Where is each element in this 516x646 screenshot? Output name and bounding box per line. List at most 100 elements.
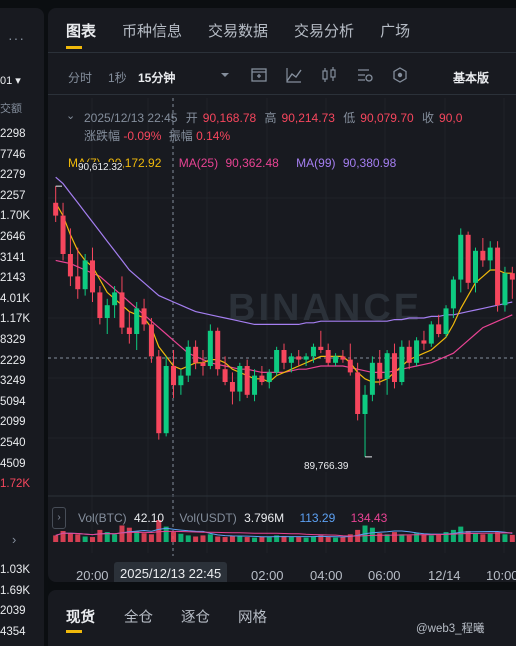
tab-coin-info[interactable]: 币种信息	[122, 23, 183, 40]
more-vertical-icon[interactable]: ⋮	[510, 66, 516, 83]
volume-bar	[509, 534, 515, 542]
order-book-value: 2039	[0, 605, 26, 618]
volume-bar	[303, 537, 309, 542]
more-horizontal-icon[interactable]: ···	[8, 30, 25, 46]
tab-chart[interactable]: 图表	[66, 20, 96, 50]
candle-down	[509, 273, 515, 280]
collapse-caret-icon[interactable]: ⌄	[66, 110, 76, 122]
magic-indicator-icon[interactable]	[356, 66, 374, 84]
tab-cross-margin[interactable]: 全仓	[124, 610, 153, 626]
volume-bar	[90, 537, 96, 542]
volume-bar	[156, 520, 162, 542]
interval-15m-button[interactable]: 15分钟	[138, 71, 176, 85]
candle-up	[384, 353, 390, 379]
order-book-value: 4354	[0, 625, 26, 638]
candle-down	[200, 362, 206, 366]
volume-bar	[222, 537, 228, 542]
candle-down	[340, 356, 346, 360]
order-book-value: 5094	[0, 395, 26, 408]
volume-bar	[178, 533, 184, 542]
time-tick: 12/14	[428, 568, 461, 582]
order-book-value: 3141	[0, 251, 26, 264]
volume-bar	[281, 535, 287, 542]
tab-trading-analysis[interactable]: 交易分析	[294, 23, 355, 40]
indicator-add-icon[interactable]	[250, 66, 268, 84]
vol-usdt-label: Vol(USDT)	[179, 511, 237, 525]
volume-bar	[495, 532, 501, 542]
settings-hex-icon[interactable]	[391, 66, 409, 84]
volume-bar	[215, 536, 221, 542]
order-book-strip: ··· 01 ▾ 交额 2298 7746 2279 2257 1.70K 2646 314…	[0, 8, 44, 646]
ohlc-readout: 2025/12/13 22:45 开 90,168.78 高 90,214.73 低…	[84, 109, 467, 126]
vol-ma2-value: 134.43	[350, 511, 388, 525]
low-price-marker: 89,766.39	[304, 461, 349, 472]
volume-bar	[384, 534, 390, 542]
dropdown-caret-icon[interactable]	[216, 66, 234, 84]
candle-down	[347, 359, 353, 373]
order-book-value: 1.69K	[0, 584, 31, 597]
interval-time-button[interactable]: 分时	[68, 71, 93, 85]
ma25-value: 90,362.48	[225, 156, 279, 170]
candle-up	[458, 234, 464, 280]
tab-isolated-margin[interactable]: 逐仓	[181, 610, 210, 626]
ma7-line	[55, 202, 513, 383]
volume-bar	[428, 535, 434, 542]
candle-down	[229, 382, 235, 392]
volume-bar	[207, 534, 213, 542]
ohlc-readout-row2: 涨跌幅 -0.09% 振幅 0.14%	[84, 127, 230, 144]
volume-bar	[53, 535, 59, 542]
candlestick-chart[interactable]: BINANCE	[48, 8, 516, 582]
order-book-value: 2099	[0, 416, 26, 429]
tab-grid[interactable]: 网格	[238, 610, 267, 626]
vol-btc-label: Vol(BTC)	[78, 511, 127, 525]
candle-down	[67, 254, 73, 277]
depth-selector[interactable]: 01 ▾	[0, 75, 21, 87]
ma99-line	[55, 176, 513, 325]
volume-bar	[60, 531, 66, 542]
candle-down	[355, 372, 361, 414]
candle-down	[480, 250, 486, 261]
candle-down	[436, 324, 442, 334]
candle-up	[333, 356, 339, 363]
volume-bar	[141, 533, 147, 542]
volume-ma2-line	[55, 530, 513, 537]
candle-style-icon[interactable]	[320, 66, 338, 84]
chart-line-icon[interactable]	[285, 66, 303, 84]
candle-down	[465, 234, 471, 283]
order-book-value: 1.17K	[0, 313, 31, 326]
tab-spot[interactable]: 现货	[66, 606, 95, 633]
interval-1s-button[interactable]: 1秒	[108, 71, 127, 85]
candle-up	[134, 308, 140, 334]
candle-down	[259, 375, 265, 382]
volume-bar	[97, 529, 103, 542]
time-axis: 20:00 2025/12/13 22:45 02:00 04:00 06:00…	[48, 560, 516, 582]
volume-bar	[443, 532, 449, 542]
vol-usdt-value: 3.796M	[244, 511, 285, 525]
candle-up	[414, 340, 420, 363]
candle-up	[487, 247, 493, 261]
high-label: 高	[264, 111, 277, 125]
basic-version-toggle[interactable]: 基本版	[453, 71, 490, 85]
collapse-volume-icon[interactable]: ›	[52, 507, 66, 529]
volume-bar	[340, 537, 346, 542]
candle-down	[325, 350, 331, 363]
chevron-right-icon[interactable]: ›	[12, 532, 17, 547]
volume-bar	[347, 534, 353, 542]
low-label: 低	[343, 111, 356, 125]
volume-bar	[377, 533, 383, 542]
candle-down	[75, 276, 81, 290]
candle-up	[274, 350, 280, 373]
candle-up	[428, 324, 434, 344]
volume-bar	[148, 534, 154, 542]
candle-down	[377, 362, 383, 379]
volume-bar	[436, 534, 442, 542]
candle-down	[244, 366, 250, 395]
order-book-value: 1.03K	[0, 564, 31, 576]
tab-square[interactable]: 广场	[380, 23, 411, 40]
candle-up	[237, 366, 243, 392]
candle-down	[421, 340, 427, 344]
time-tick: 02:00	[251, 568, 284, 582]
divider	[48, 52, 516, 53]
tab-trading-data[interactable]: 交易数据	[208, 23, 269, 40]
candle-up	[369, 362, 375, 395]
